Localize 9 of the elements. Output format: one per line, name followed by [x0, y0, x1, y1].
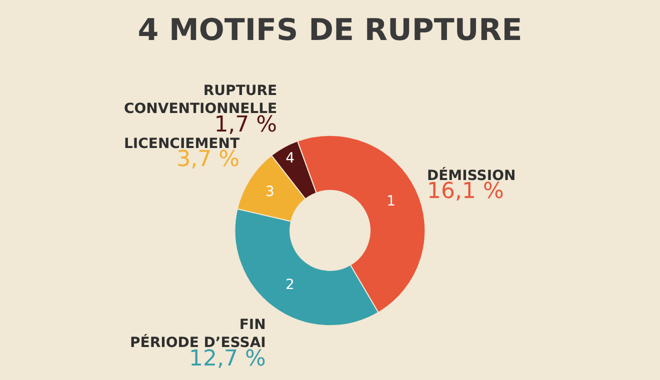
data-label: 12,7 %: [188, 346, 266, 372]
chart-title: 4 MOTIFS DE RUPTURE: [138, 13, 522, 48]
text: 3: [265, 184, 274, 200]
text: 1: [386, 194, 396, 210]
data-label: 1,7 %: [214, 112, 278, 138]
text: 2: [286, 276, 294, 293]
text: 4: [286, 150, 295, 166]
data-label: 16,1 %: [427, 179, 504, 204]
data-label: 3,7 %: [176, 147, 240, 172]
